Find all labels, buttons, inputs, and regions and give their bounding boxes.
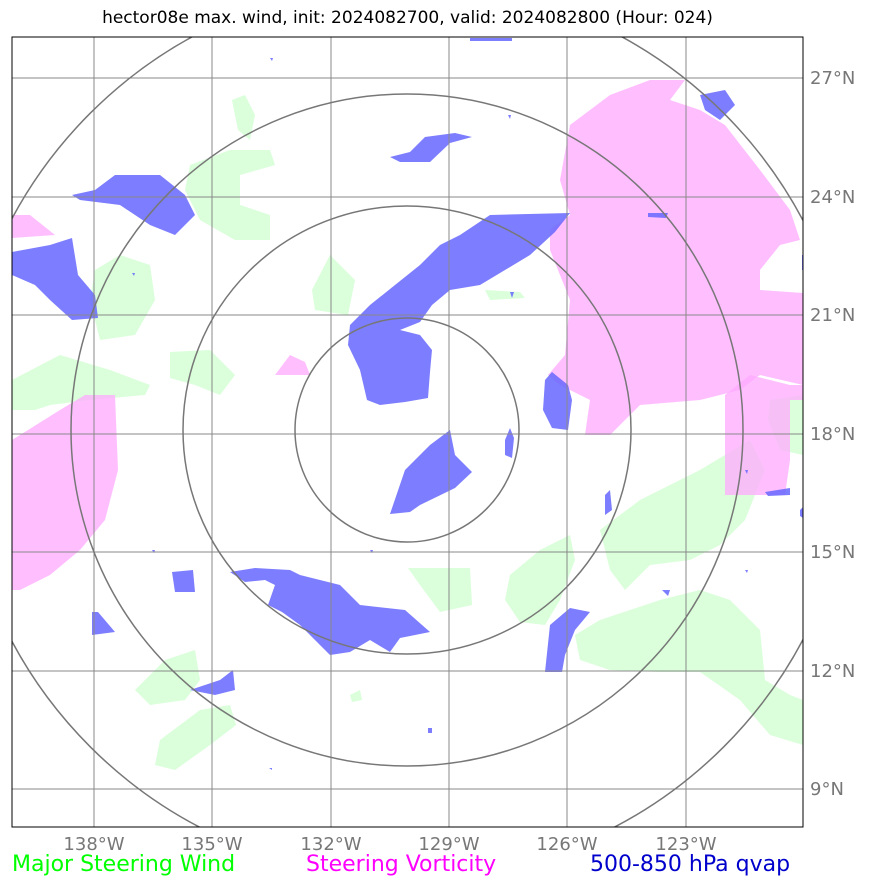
range-ring-1 <box>294 317 520 543</box>
plot-title: hector08e max. wind, init: 2024082700, v… <box>102 8 713 28</box>
lon-tick-label: 123°W <box>655 834 716 855</box>
range-ring-3 <box>70 93 744 767</box>
legend-steering-vorticity: Steering Vorticity <box>306 852 497 877</box>
legend-qvap: 500-850 hPa qvap <box>590 852 791 877</box>
map-frame <box>11 36 804 828</box>
lon-tick-label: 138°W <box>63 834 124 855</box>
steering-vorticity-layer <box>12 80 803 590</box>
lat-tick-label: 18°N <box>810 424 855 445</box>
lon-tick-label: 129°W <box>418 834 479 855</box>
lon-tick-label: 126°W <box>536 834 597 855</box>
range-ring-2 <box>182 205 632 655</box>
gridlines <box>12 37 803 827</box>
lon-axis: 138°W 135°W 132°W 129°W 126°W 123°W <box>63 834 716 855</box>
lat-tick-label: 12°N <box>810 661 855 682</box>
lat-tick-label: 24°N <box>810 187 855 208</box>
legend-steering-wind: Major Steering Wind <box>12 852 236 877</box>
lat-axis: 27°N 24°N 21°N 18°N 15°N 12°N 9°N <box>810 68 855 800</box>
lat-tick-label: 27°N <box>810 68 855 89</box>
range-rings <box>12 37 803 827</box>
lon-tick-label: 135°W <box>181 834 242 855</box>
lon-tick-label: 132°W <box>300 834 361 855</box>
lat-tick-label: 15°N <box>810 542 855 563</box>
lat-tick-label: 21°N <box>810 305 855 326</box>
lat-tick-label: 9°N <box>810 779 844 800</box>
